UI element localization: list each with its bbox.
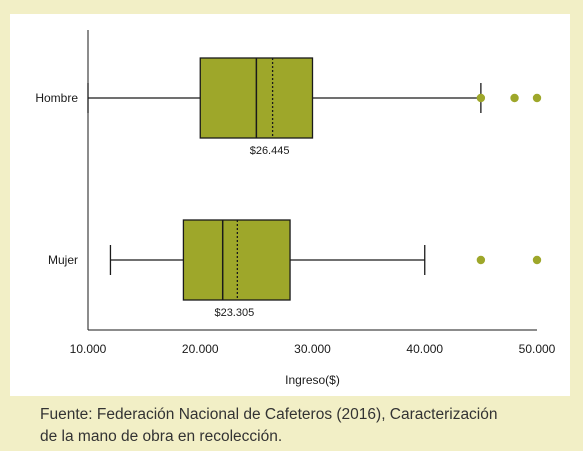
outlier-point [477,94,485,102]
figure-caption: Fuente: Federación Nacional de Cafeteros… [40,404,570,448]
outlier-point [477,256,485,264]
x-tick-label: 20.000 [182,342,219,356]
outlier-point [533,94,541,102]
outlier-point [533,256,541,264]
caption-line-1: Fuente: Federación Nacional de Cafeteros… [40,404,570,426]
mean-value-label: $26.445 [250,145,290,157]
x-tick-label: 50.000 [519,342,556,356]
x-axis-label: Ingreso($) [285,373,340,387]
x-tick-label: 10.000 [70,342,107,356]
x-tick-label: 40.000 [406,342,443,356]
category-label: Mujer [48,253,78,267]
x-tick-label: 30.000 [294,342,331,356]
mean-value-label: $23.305 [214,307,254,319]
caption-line-2: de la mano de obra en recolección. [40,426,570,448]
boxplot-chart: 10.000 20.000 30.000 40.000 50.000 Ingreso($)… [0,0,583,400]
category-label: Hombre [35,91,78,105]
outlier-point [510,94,518,102]
